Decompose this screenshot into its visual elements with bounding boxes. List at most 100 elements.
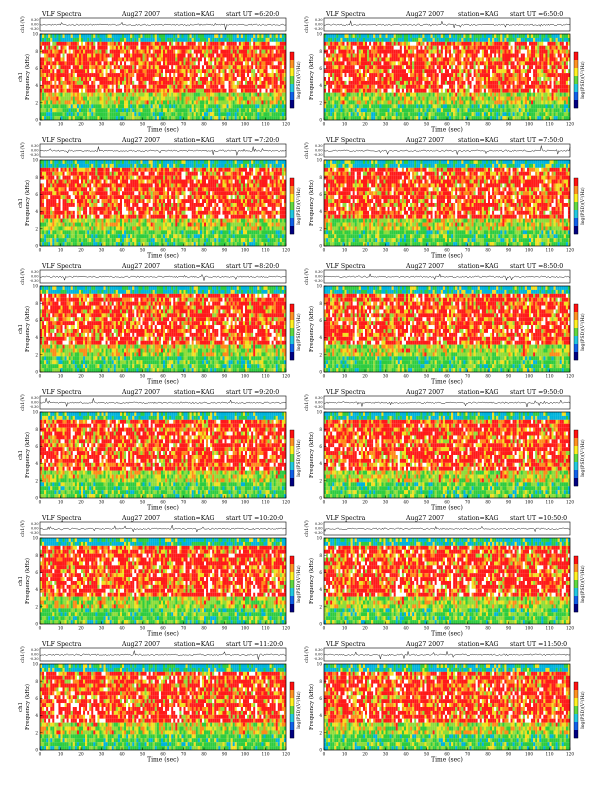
spectrogram-cell	[375, 46, 377, 50]
spectrogram-cell	[506, 38, 508, 42]
spectrogram-cell	[93, 112, 95, 116]
spectrogram-cell	[255, 77, 257, 81]
spectrogram-cell	[351, 97, 353, 101]
spectrogram-cell	[511, 34, 513, 38]
spectrogram-cell	[367, 104, 369, 108]
spectrogram-cell	[437, 116, 439, 120]
spectrogram-cell	[85, 100, 87, 104]
spectrogram-cell	[361, 108, 363, 112]
spectrogram-cell	[266, 89, 268, 93]
spectrogram-cell	[513, 81, 515, 85]
spectrogram-cell	[263, 93, 265, 97]
spectrogram-cell	[143, 104, 145, 108]
spectrogram-cell	[349, 112, 351, 116]
spectrogram-cell	[171, 93, 173, 97]
spectrogram-cell	[266, 97, 268, 101]
spectrogram-cell	[157, 54, 159, 58]
spectrogram-cell	[347, 112, 349, 116]
spectrogram-cell	[153, 97, 155, 101]
spectrogram-cell	[243, 65, 245, 69]
spectrogram-cell	[235, 100, 237, 104]
spectrogram-cell	[67, 100, 69, 104]
spectrogram-cell	[42, 69, 44, 73]
spectrogram-cell	[126, 116, 128, 120]
spectrogram-cell	[71, 89, 73, 93]
spectrogram-cell	[439, 116, 441, 120]
spectrogram-cell	[451, 93, 453, 97]
spectrogram-cell	[169, 116, 171, 120]
spectrogram-cell	[465, 100, 467, 104]
spectrogram-cell	[268, 50, 270, 54]
spectrogram-cell	[457, 81, 459, 85]
spectrogram-cell	[369, 112, 371, 116]
spectrogram-cell	[102, 42, 104, 46]
spectrogram-cell	[77, 104, 79, 108]
spectrogram-cell	[52, 97, 54, 101]
spectrogram-cell	[416, 108, 418, 112]
spectrogram-cell	[484, 97, 486, 101]
spectrogram-cell	[420, 100, 422, 104]
spectrogram-cell	[519, 50, 521, 54]
spectrogram-cell	[190, 46, 192, 50]
spectrogram-cell	[218, 73, 220, 77]
spectrogram-cell	[276, 97, 278, 101]
spectrogram-cell	[375, 65, 377, 69]
spectrogram-cell	[347, 100, 349, 104]
spectrogram-cell	[461, 61, 463, 65]
spectrogram-cell	[422, 46, 424, 50]
spectrogram-cell	[515, 93, 517, 97]
spectrogram-cell	[361, 46, 363, 50]
spectrogram-cell	[392, 42, 394, 46]
spectrogram-cell	[369, 89, 371, 93]
spectrogram-cell	[521, 116, 523, 120]
spectrogram-cell	[347, 57, 349, 61]
spectrogram-cell	[361, 93, 363, 97]
spectrogram-cell	[388, 65, 390, 69]
spectrogram-cell	[95, 104, 97, 108]
spectrogram-cell	[73, 65, 75, 69]
spectrogram-cell	[404, 38, 406, 42]
spectrogram-cell	[424, 89, 426, 93]
spectrogram-cell	[429, 100, 431, 104]
spectrogram-cell	[167, 77, 169, 81]
spectrogram-cell	[416, 77, 418, 81]
spectrogram-cell	[468, 61, 470, 65]
spectrogram-cell	[198, 108, 200, 112]
x-tick-label: 40	[119, 122, 125, 127]
spectrogram-cell	[367, 69, 369, 73]
spectrogram-cell	[533, 57, 535, 61]
spectrogram-cell	[218, 100, 220, 104]
spectrogram-cell	[120, 46, 122, 50]
spectrogram-cell	[222, 104, 224, 108]
spectrogram-cell	[383, 85, 385, 89]
spectrogram-cell	[126, 54, 128, 58]
spectrogram-cell	[361, 85, 363, 89]
spectrogram-cell	[263, 89, 265, 93]
spectrogram-cell	[349, 57, 351, 61]
spectrogram-cell	[338, 104, 340, 108]
spectrogram-cell	[402, 73, 404, 77]
spectrogram-cell	[214, 61, 216, 65]
spectrogram-cell	[511, 77, 513, 81]
spectrogram-cell	[379, 61, 381, 65]
spectrogram-cell	[212, 93, 214, 97]
spectrogram-cell	[445, 54, 447, 58]
spectrogram-cell	[529, 108, 531, 112]
spectrogram-cell	[200, 50, 202, 54]
spectrogram-cell	[504, 65, 506, 69]
spectrogram-cell	[511, 89, 513, 93]
spectrogram-cell	[480, 116, 482, 120]
spectrogram-cell	[336, 69, 338, 73]
spectrogram-cell	[463, 81, 465, 85]
spectrogram-cell	[161, 97, 163, 101]
spectrogram-cell	[416, 93, 418, 97]
spectrogram-cell	[204, 81, 206, 85]
spectrogram-cell	[357, 85, 359, 89]
spectrogram-cell	[282, 73, 284, 77]
spectrogram-cell	[463, 42, 465, 46]
spectrogram-cell	[326, 69, 328, 73]
spectrogram-cell	[97, 69, 99, 73]
panel-date: Aug27 2007	[121, 11, 160, 18]
spectrogram-cell	[494, 116, 496, 120]
spectrogram-cell	[157, 85, 159, 89]
